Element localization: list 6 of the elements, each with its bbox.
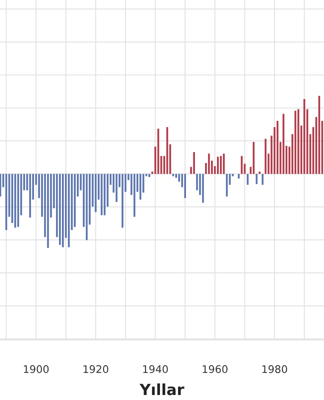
x-tick-label: 1980: [262, 365, 288, 374]
x-tick-label: 1920: [84, 365, 108, 374]
x-axis-title: Yıllar: [140, 383, 184, 396]
x-tick-label: 1960: [202, 365, 228, 374]
x-tick-label: 1940: [143, 365, 168, 374]
x-tick-label: 1900: [24, 365, 49, 374]
